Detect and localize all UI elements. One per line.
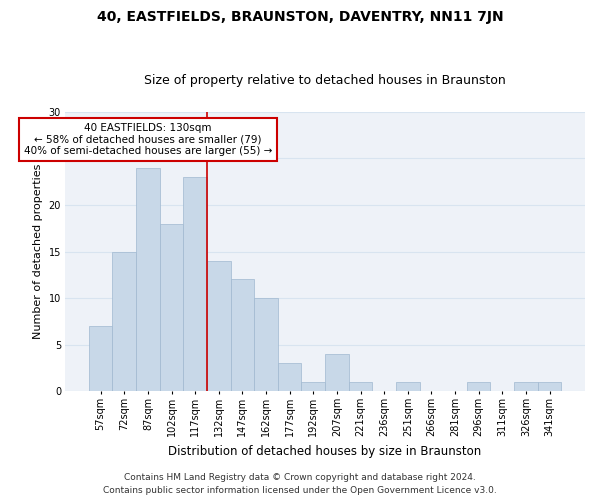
Bar [160,224,184,391]
Bar [467,382,490,391]
Bar [230,280,254,391]
Text: 40, EASTFIELDS, BRAUNSTON, DAVENTRY, NN11 7JN: 40, EASTFIELDS, BRAUNSTON, DAVENTRY, NN1… [97,10,503,24]
Text: Contains HM Land Registry data © Crown copyright and database right 2024.
Contai: Contains HM Land Registry data © Crown c… [103,474,497,495]
Bar [254,298,278,391]
Bar [538,382,562,391]
Bar [207,261,230,391]
Bar [184,177,207,391]
Y-axis label: Number of detached properties: Number of detached properties [33,164,43,339]
Title: Size of property relative to detached houses in Braunston: Size of property relative to detached ho… [144,74,506,87]
Bar [89,326,112,391]
Bar [349,382,373,391]
Bar [514,382,538,391]
Bar [396,382,419,391]
Bar [325,354,349,391]
Bar [136,168,160,391]
X-axis label: Distribution of detached houses by size in Braunston: Distribution of detached houses by size … [169,444,482,458]
Bar [278,364,301,391]
Bar [301,382,325,391]
Text: 40 EASTFIELDS: 130sqm
← 58% of detached houses are smaller (79)
40% of semi-deta: 40 EASTFIELDS: 130sqm ← 58% of detached … [24,123,272,156]
Bar [112,252,136,391]
